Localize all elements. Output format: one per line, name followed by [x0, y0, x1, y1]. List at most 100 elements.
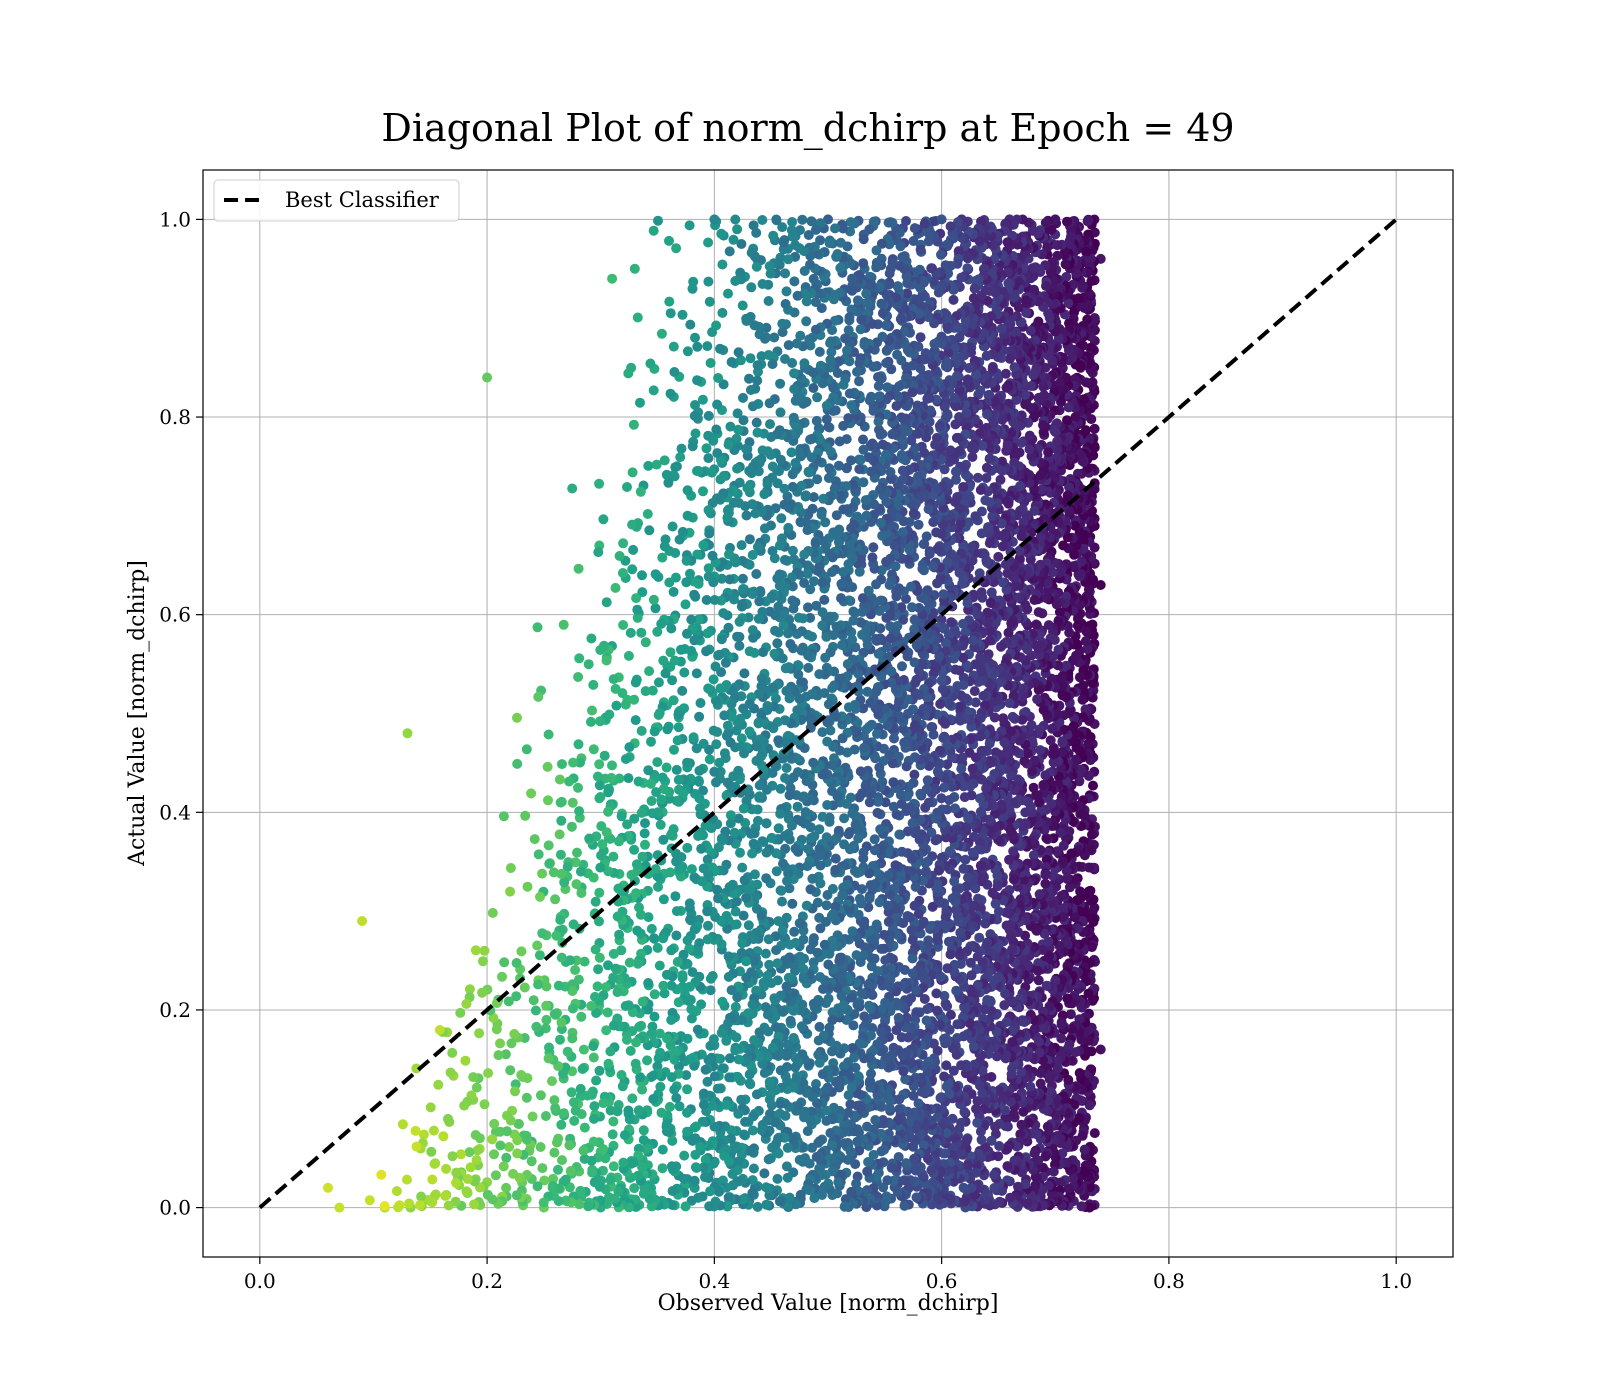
scatter-point	[1079, 1144, 1090, 1155]
scatter-point	[907, 953, 918, 964]
scatter-point	[1076, 1201, 1087, 1212]
scatter-point	[1016, 1119, 1027, 1130]
scatter-point	[937, 684, 948, 694]
scatter-point	[939, 782, 950, 793]
scatter-point	[1006, 1069, 1017, 1080]
scatter-point	[1038, 779, 1049, 790]
scatter-point	[984, 538, 995, 549]
scatter-point	[915, 788, 926, 799]
scatter-point	[986, 587, 997, 598]
scatter-point	[1070, 1047, 1081, 1058]
scatter-point	[929, 338, 940, 349]
scatter-point	[1084, 1100, 1095, 1111]
scatter-point	[960, 854, 971, 865]
scatter-point	[908, 236, 919, 246]
scatter-point	[982, 409, 992, 420]
scatter-point	[1062, 216, 1072, 227]
scatter-point	[1033, 975, 1044, 986]
scatter-point	[990, 898, 1001, 909]
scatter-point	[932, 935, 943, 945]
scatter-point	[936, 675, 947, 686]
scatter-point	[1033, 607, 1044, 618]
scatter-point	[1088, 780, 1098, 791]
scatter-point	[967, 635, 978, 646]
scatter-point	[901, 761, 912, 772]
scatter-point	[943, 936, 954, 947]
scatter-point	[1003, 627, 1014, 638]
scatter-point	[981, 462, 992, 473]
scatter-point	[949, 876, 960, 887]
scatter-points	[323, 214, 1106, 1213]
scatter-point	[939, 1033, 950, 1044]
scatter-point	[997, 541, 1008, 552]
scatter-point	[1033, 393, 1044, 403]
scatter-point	[936, 249, 946, 260]
scatter-point	[1038, 420, 1048, 431]
scatter-point	[1071, 895, 1082, 906]
scatter-point	[1007, 711, 1018, 722]
scatter-point	[941, 1060, 952, 1071]
scatter-point	[1074, 1068, 1085, 1078]
scatter-point	[984, 453, 995, 464]
scatter-point	[958, 482, 969, 492]
scatter-point	[958, 618, 968, 629]
scatter-point	[909, 223, 920, 234]
scatter-point	[1075, 886, 1086, 897]
scatter-point	[975, 860, 986, 871]
scatter-point	[1087, 906, 1098, 917]
scatter-point	[942, 963, 953, 974]
scatter-point	[950, 466, 961, 477]
scatter-point	[999, 1000, 1010, 1011]
scatter-point	[936, 793, 947, 804]
scatter-point	[969, 686, 980, 697]
scatter-point	[935, 1092, 946, 1103]
scatter-point	[1041, 833, 1052, 844]
scatter-point	[958, 863, 969, 874]
scatter-point	[1042, 1121, 1053, 1132]
scatter-point	[951, 432, 962, 443]
scatter-point	[1057, 690, 1068, 701]
scatter-point	[993, 551, 1004, 562]
scatter-point	[926, 1165, 937, 1176]
scatter-point	[897, 252, 908, 263]
scatter-point	[1095, 580, 1106, 590]
scatter-point	[1095, 1044, 1106, 1055]
scatter-point	[934, 420, 945, 431]
scatter-point	[948, 294, 959, 305]
scatter-point	[950, 419, 961, 430]
scatter-point	[1002, 237, 1013, 248]
scatter-point	[895, 314, 906, 324]
scatter-point	[989, 1169, 999, 1180]
scatter-point	[1035, 1078, 1046, 1089]
scatter-point	[907, 818, 918, 828]
scatter-point	[1040, 878, 1051, 889]
scatter-point	[1069, 549, 1080, 560]
scatter-point	[969, 283, 980, 294]
scatter-point	[918, 539, 929, 550]
scatter-point	[1034, 889, 1045, 900]
scatter-point	[1068, 1173, 1079, 1184]
scatter-point	[940, 361, 951, 372]
scatter-point	[1001, 445, 1012, 456]
scatter-point	[941, 1081, 952, 1092]
scatter-point	[938, 732, 949, 743]
scatter-point	[947, 893, 958, 904]
scatter-point	[1047, 749, 1058, 760]
scatter-point	[975, 1126, 986, 1137]
scatter-point	[955, 927, 966, 938]
scatter-point	[907, 935, 918, 945]
scatter-point	[1060, 259, 1071, 270]
scatter-point	[951, 985, 962, 996]
scatter-point	[1082, 216, 1093, 227]
scatter-point	[906, 925, 917, 935]
scatter-point	[1081, 247, 1092, 257]
scatter-point	[963, 872, 973, 883]
scatter-point	[1070, 520, 1080, 531]
scatter-point	[956, 763, 967, 774]
scatter-point	[932, 578, 943, 589]
scatter-point	[996, 323, 1007, 334]
scatter-point	[928, 517, 939, 528]
scatter-point	[1068, 655, 1078, 666]
scatter-point	[897, 661, 907, 672]
